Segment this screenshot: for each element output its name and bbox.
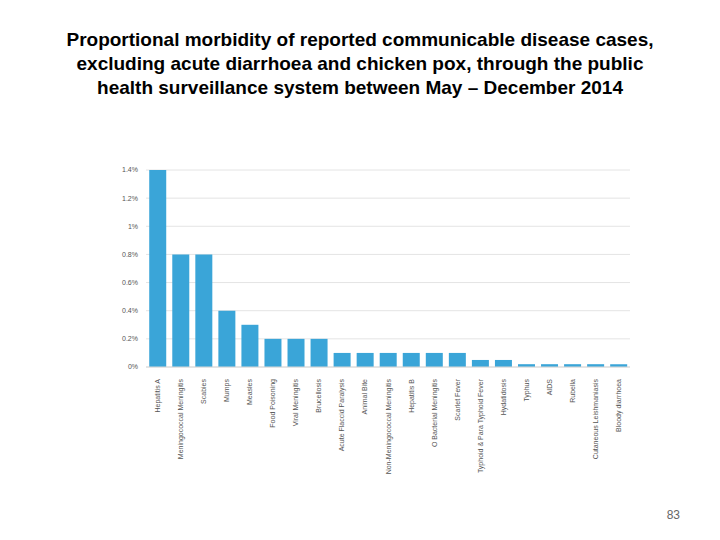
svg-text:Viral Meningitis: Viral Meningitis (292, 379, 300, 427)
svg-text:0.6%: 0.6% (122, 279, 138, 286)
svg-text:Meningococcal Meningitis: Meningococcal Meningitis (177, 379, 185, 460)
svg-text:Mumps: Mumps (223, 379, 231, 402)
svg-text:Rubella: Rubella (569, 379, 576, 403)
svg-text:Cutaneous Leishmaniasis: Cutaneous Leishmaniasis (592, 379, 599, 460)
svg-text:O Bacterial Meningitis: O Bacterial Meningitis (431, 379, 439, 448)
svg-text:AIDS: AIDS (546, 379, 553, 396)
svg-text:Hydatidosis: Hydatidosis (500, 379, 508, 416)
svg-text:Measles: Measles (246, 379, 253, 406)
svg-text:1.2%: 1.2% (122, 195, 138, 202)
svg-text:Bloody diarrhoea: Bloody diarrhoea (615, 379, 623, 432)
svg-text:0%: 0% (128, 363, 138, 370)
svg-text:Hepatitis B: Hepatitis B (408, 379, 416, 413)
svg-text:Typhoid & Para Typhoid Fever: Typhoid & Para Typhoid Fever (477, 378, 485, 473)
svg-text:Brucellosis: Brucellosis (315, 379, 322, 413)
svg-text:1%: 1% (128, 223, 138, 230)
svg-text:Scabies: Scabies (200, 379, 207, 404)
svg-text:Typhus: Typhus (523, 379, 531, 402)
svg-text:Animal Bite: Animal Bite (361, 379, 368, 415)
svg-text:0.8%: 0.8% (122, 251, 138, 258)
svg-text:Non-Meningococcal Meningitis: Non-Meningococcal Meningitis (385, 379, 393, 475)
svg-text:Hepatitis A: Hepatitis A (154, 379, 162, 413)
html-text:83: 83 (666, 508, 680, 522)
html-text:Proportional morbidity of repo: Proportional morbidity of reported commu… (66, 29, 654, 98)
svg-text:Scarlet Fever: Scarlet Fever (454, 378, 461, 420)
svg-text:0.2%: 0.2% (122, 335, 138, 342)
svg-text:1.4%: 1.4% (122, 166, 138, 173)
svg-text:Acute Flaccid Paralysis: Acute Flaccid Paralysis (338, 379, 346, 452)
svg-text:0.4%: 0.4% (122, 307, 138, 314)
svg-text:Food Poisoning: Food Poisoning (269, 379, 277, 428)
